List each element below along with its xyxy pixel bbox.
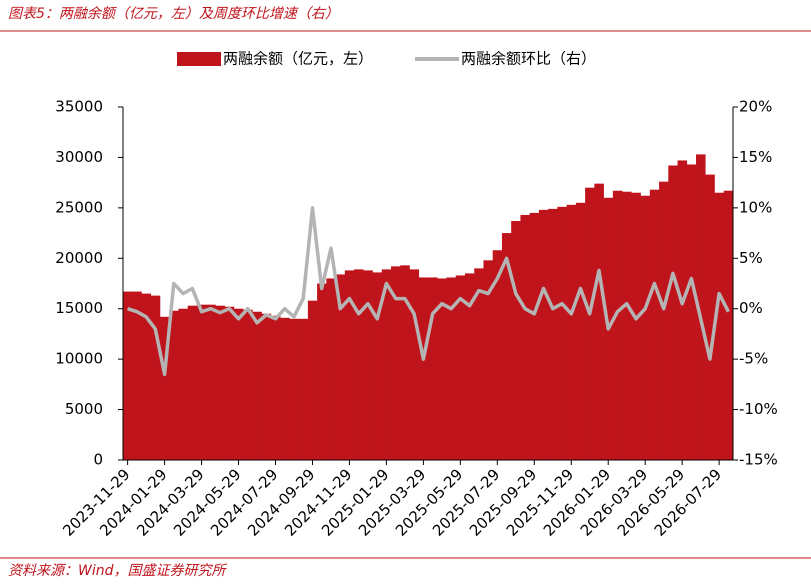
bar	[492, 250, 503, 460]
bar	[464, 273, 475, 460]
bar	[326, 278, 336, 460]
bar	[178, 308, 188, 460]
bar	[224, 306, 235, 460]
bar	[640, 195, 651, 461]
bar	[243, 309, 253, 460]
bar	[437, 278, 447, 460]
bar	[501, 233, 512, 460]
bar	[474, 268, 484, 460]
bar	[622, 191, 632, 460]
y-tick-label: 25000	[55, 198, 103, 216]
bar	[649, 189, 660, 460]
bar	[668, 165, 678, 461]
bar	[289, 318, 299, 460]
bar	[400, 265, 410, 460]
bar	[280, 317, 290, 460]
bar	[631, 192, 641, 460]
bar	[677, 160, 688, 460]
bar	[196, 304, 207, 460]
bar	[391, 266, 401, 460]
bar	[252, 311, 262, 460]
bar	[317, 283, 327, 460]
bar	[714, 192, 725, 460]
bar	[344, 270, 355, 460]
bar	[150, 295, 161, 460]
source: 资料来源：Wind，国盛证券研究所	[8, 563, 227, 579]
bar	[132, 291, 142, 460]
bar	[455, 275, 466, 460]
bar	[594, 183, 604, 460]
bar	[270, 315, 281, 460]
bar	[298, 318, 309, 460]
y2-tick-label: 20%	[739, 98, 772, 116]
chart-title: 图表5：两融余额（亿元，左）及周度环比增速（右）	[8, 6, 339, 22]
bar	[446, 277, 457, 460]
y-tick-label: 35000	[55, 98, 103, 116]
y-tick-label: 5000	[65, 400, 103, 418]
bar	[363, 270, 373, 460]
bar	[511, 220, 521, 460]
bar	[428, 277, 438, 460]
bar	[261, 313, 272, 460]
bar	[538, 209, 549, 460]
y-tick-label: 30000	[55, 148, 103, 166]
bar	[215, 305, 225, 460]
bar	[354, 269, 364, 460]
bar	[233, 308, 244, 460]
bar	[723, 190, 734, 460]
legend-label: 两融余额（亿元，左）	[223, 50, 373, 68]
y2-tick-label: 10%	[739, 198, 772, 216]
y-tick-label: 15000	[55, 299, 103, 317]
bar	[381, 269, 392, 460]
bar	[529, 212, 540, 460]
bar	[335, 274, 346, 460]
bar	[159, 316, 170, 460]
bar	[659, 181, 669, 461]
bar	[372, 272, 383, 460]
y-tick-label: 10000	[55, 350, 103, 368]
bar	[696, 154, 706, 460]
bar	[307, 300, 318, 460]
bar	[418, 277, 429, 460]
bar	[686, 164, 697, 460]
bar	[566, 204, 577, 460]
bar	[483, 260, 493, 460]
y-tick-label: 0	[93, 451, 103, 469]
y2-tick-label: -15%	[739, 451, 778, 469]
bar	[585, 187, 595, 460]
legend-swatch	[177, 52, 221, 66]
bar	[557, 206, 567, 460]
bar	[705, 174, 715, 460]
bar	[409, 269, 420, 460]
y2-tick-label: -5%	[739, 350, 768, 368]
bar	[187, 305, 198, 460]
y2-tick-label: 5%	[739, 249, 763, 267]
bar	[169, 310, 179, 460]
bar	[206, 304, 216, 460]
bar	[520, 214, 530, 460]
y2-tick-label: 15%	[739, 148, 772, 166]
y2-tick-label: -10%	[739, 400, 778, 418]
bar	[575, 202, 586, 461]
line	[127, 206, 730, 377]
legend-label: 两融余额环比（右）	[461, 50, 596, 68]
bar	[123, 291, 133, 460]
y-tick-label: 20000	[55, 249, 103, 267]
bar	[141, 293, 152, 460]
y2-tick-label: 0%	[739, 299, 763, 317]
bar	[548, 208, 558, 460]
bar	[612, 190, 623, 460]
